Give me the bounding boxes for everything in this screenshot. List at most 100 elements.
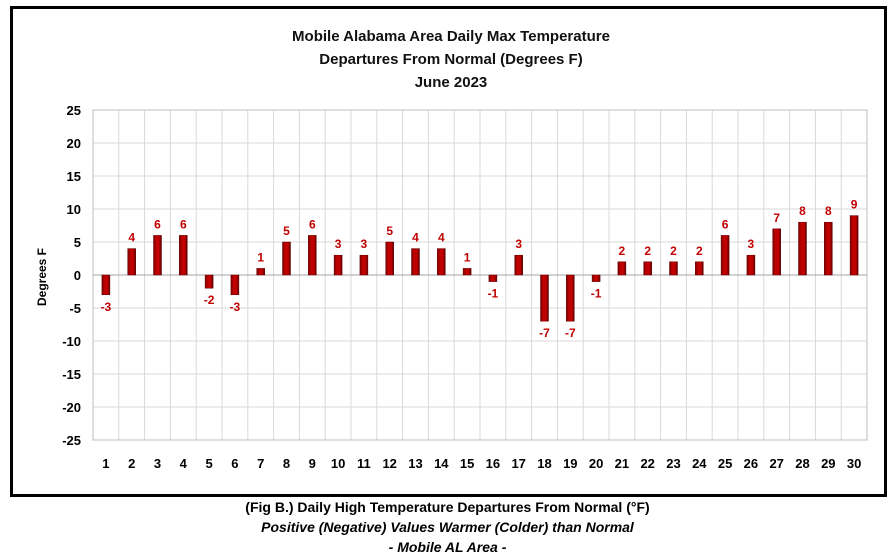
data-label: 1 (257, 250, 264, 264)
bar (437, 248, 446, 276)
figure-caption: (Fig B.) Daily High Temperature Departur… (0, 497, 895, 557)
data-label: 2 (670, 244, 677, 258)
bar (230, 274, 240, 296)
data-label: 4 (128, 231, 135, 245)
bar (462, 268, 472, 276)
bar (359, 254, 369, 276)
bar (849, 215, 859, 276)
x-tick-label: 9 (309, 456, 316, 471)
bar (153, 235, 162, 276)
data-label: -2 (204, 293, 215, 307)
y-tick-label: -5 (69, 301, 81, 316)
bar (798, 221, 807, 276)
y-tick-label: 5 (74, 235, 81, 250)
bar (669, 261, 678, 276)
bar (204, 274, 214, 289)
y-tick-label: -20 (62, 400, 81, 415)
x-tick-label: 13 (408, 456, 422, 471)
data-label: -3 (101, 300, 112, 314)
data-label: 6 (309, 217, 316, 231)
data-label: 2 (644, 244, 651, 258)
caption-line-3: - Mobile AL Area - (388, 539, 507, 555)
x-tick-label: 22 (640, 456, 654, 471)
bar (746, 254, 756, 276)
x-tick-label: 3 (154, 456, 161, 471)
x-tick-label: 7 (257, 456, 264, 471)
x-tick-label: 10 (331, 456, 345, 471)
x-tick-label: 24 (692, 456, 707, 471)
x-tick-label: 16 (486, 456, 500, 471)
bar (591, 274, 601, 282)
x-tick-label: 19 (563, 456, 577, 471)
data-label: 9 (851, 198, 858, 212)
bar (772, 228, 781, 276)
data-label: 6 (722, 217, 729, 231)
chart-frame: Mobile Alabama Area Daily Max Temperatur… (10, 6, 887, 497)
y-tick-label: 20 (67, 136, 81, 151)
x-tick-label: 17 (511, 456, 525, 471)
x-tick-label: 20 (589, 456, 603, 471)
data-label: -1 (488, 287, 499, 301)
y-tick-label: -10 (62, 334, 81, 349)
bar (282, 241, 291, 276)
bar (385, 241, 394, 276)
x-tick-label: 28 (795, 456, 809, 471)
x-tick-label: 30 (847, 456, 861, 471)
caption-line-1: (Fig B.) Daily High Temperature Departur… (245, 499, 650, 515)
chart-svg: Mobile Alabama Area Daily Max Temperatur… (35, 28, 868, 471)
data-label: 6 (154, 217, 161, 231)
y-tick-label: 15 (67, 169, 81, 184)
bar (617, 261, 627, 276)
bar (101, 274, 111, 296)
data-label: 6 (180, 217, 187, 231)
data-label: 3 (748, 237, 755, 251)
data-label: 2 (696, 244, 703, 258)
x-tick-label: 27 (769, 456, 783, 471)
data-label: 3 (515, 237, 522, 251)
bar (643, 261, 652, 276)
x-tick-label: 29 (821, 456, 835, 471)
x-tick-label: 4 (180, 456, 188, 471)
data-label: 4 (412, 231, 419, 245)
bar (566, 274, 575, 322)
data-label: -1 (591, 287, 602, 301)
data-label: 8 (825, 204, 832, 218)
data-label: 3 (361, 237, 368, 251)
caption-line-2: Positive (Negative) Values Warmer (Colde… (261, 519, 634, 535)
x-tick-label: 6 (231, 456, 238, 471)
y-tick-label: 0 (74, 268, 81, 283)
data-label: 5 (283, 224, 290, 238)
bar (411, 248, 420, 276)
plot-area: 2520151050-5-10-15-20-25-31426364-25-361… (62, 103, 868, 471)
data-label: 5 (386, 224, 393, 238)
bar (720, 235, 730, 276)
y-tick-label: -25 (62, 433, 81, 448)
x-tick-label: 14 (434, 456, 449, 471)
x-tick-label: 25 (718, 456, 732, 471)
data-label: 7 (773, 211, 780, 225)
y-axis-label: Degrees F (35, 248, 49, 306)
y-tick-label: 25 (67, 103, 81, 118)
data-label: -7 (565, 326, 576, 340)
data-label: 2 (619, 244, 626, 258)
data-label: 1 (464, 250, 471, 264)
data-label: 4 (438, 231, 445, 245)
data-label: 8 (799, 204, 806, 218)
data-label: 3 (335, 237, 342, 251)
chart-title: Mobile Alabama Area Daily Max Temperatur… (292, 28, 610, 91)
x-tick-label: 15 (460, 456, 474, 471)
bar (824, 221, 833, 276)
bar (540, 274, 549, 322)
bar (127, 248, 136, 276)
x-tick-label: 8 (283, 456, 290, 471)
bar (514, 254, 523, 276)
y-tick-label: 10 (67, 202, 81, 217)
x-tick-label: 23 (666, 456, 680, 471)
bar (488, 274, 498, 282)
x-tick-label: 21 (615, 456, 629, 471)
data-label: -7 (539, 326, 550, 340)
bar (695, 261, 704, 276)
chart-title-line-1: Mobile Alabama Area Daily Max Temperatur… (292, 28, 610, 45)
x-tick-label: 5 (205, 456, 212, 471)
bar (333, 254, 343, 276)
